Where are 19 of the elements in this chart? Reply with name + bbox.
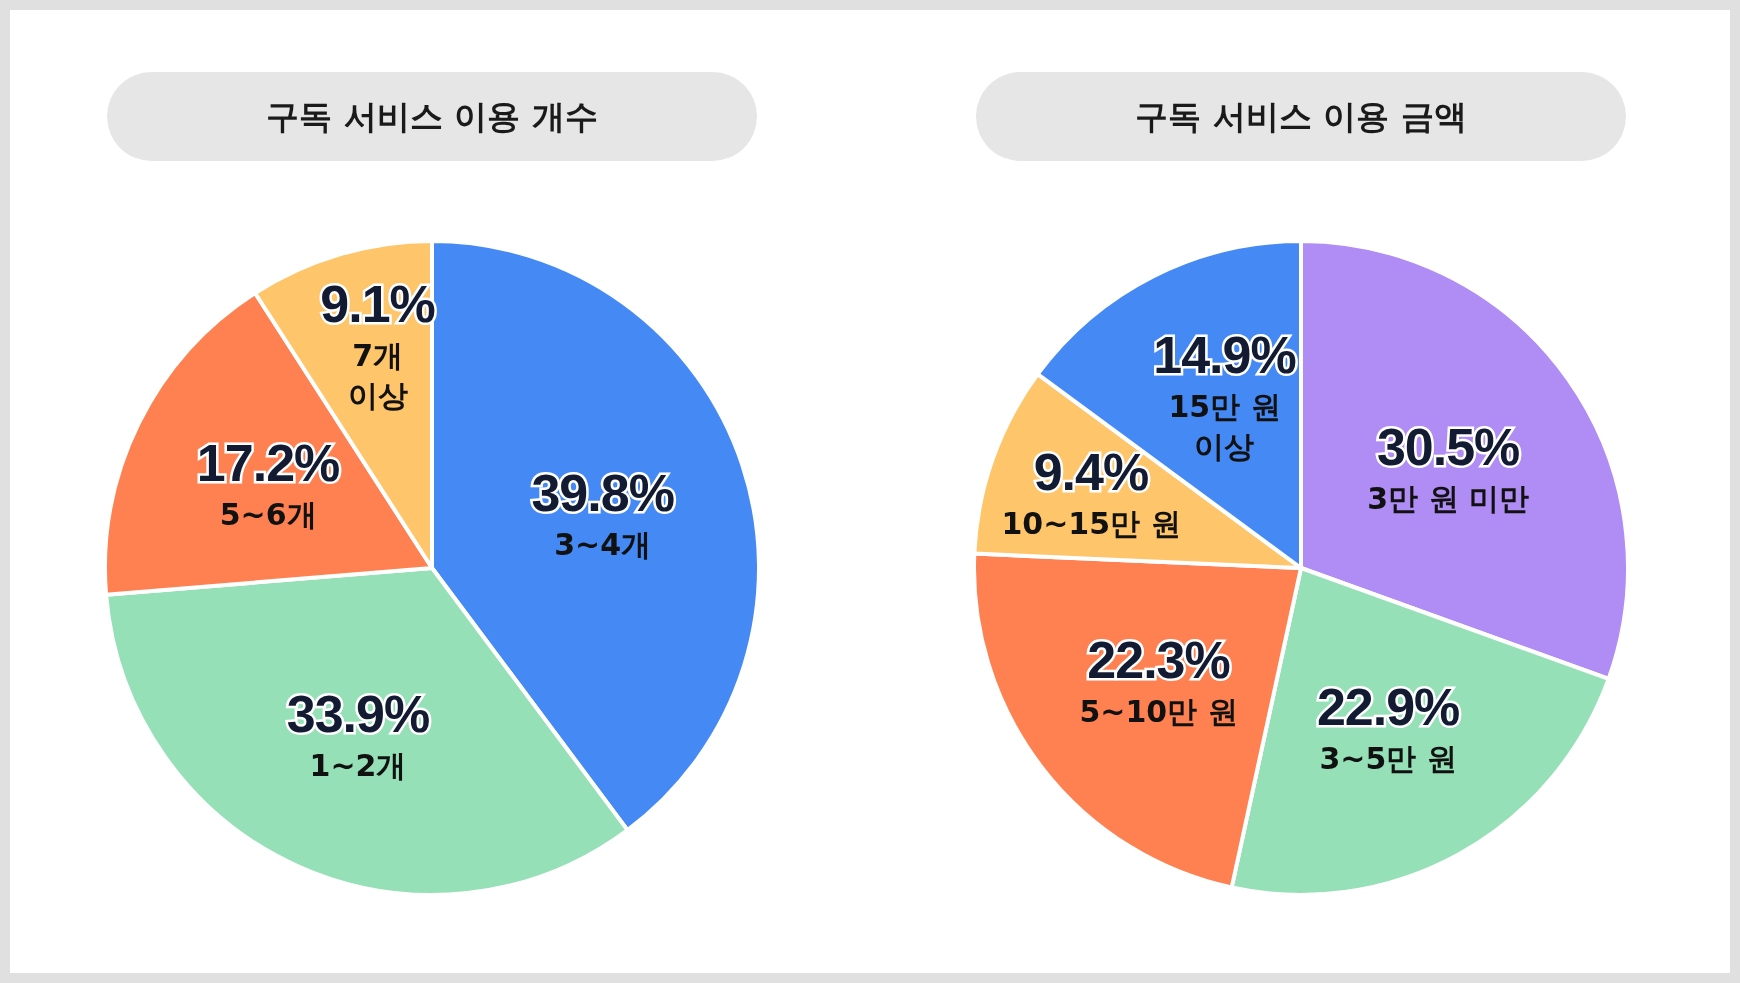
slice-label: 5~6개 (219, 497, 317, 533)
slice-label: 10~15만 원 (1001, 505, 1181, 541)
data-label: 30.5% (1376, 417, 1520, 476)
data-label: 39.8% (531, 464, 674, 523)
data-label: 22.9% (1316, 678, 1460, 737)
slice-label: 5~10만 원 (1079, 693, 1238, 729)
chart-title: 구독 서비스 이용 개수 (266, 97, 598, 136)
slice-label: 1~2개 (309, 747, 407, 783)
slice-label: 3~5만 원 (1319, 741, 1457, 777)
chart-title: 구독 서비스 이용 금액 (1135, 97, 1467, 136)
data-label: 33.9% (286, 684, 430, 743)
slice-label: 15만 원 이상 (1168, 388, 1281, 464)
data-label: 22.3% (1087, 630, 1230, 689)
slice-label: 3만 원 미만 (1367, 480, 1530, 516)
data-label: 9.4% (1033, 442, 1149, 501)
slice-label: 3~4개 (554, 527, 652, 563)
data-label: 14.9% (1153, 325, 1296, 384)
slice-label: 7개 이상 (347, 338, 408, 414)
data-label: 17.2% (196, 434, 340, 493)
